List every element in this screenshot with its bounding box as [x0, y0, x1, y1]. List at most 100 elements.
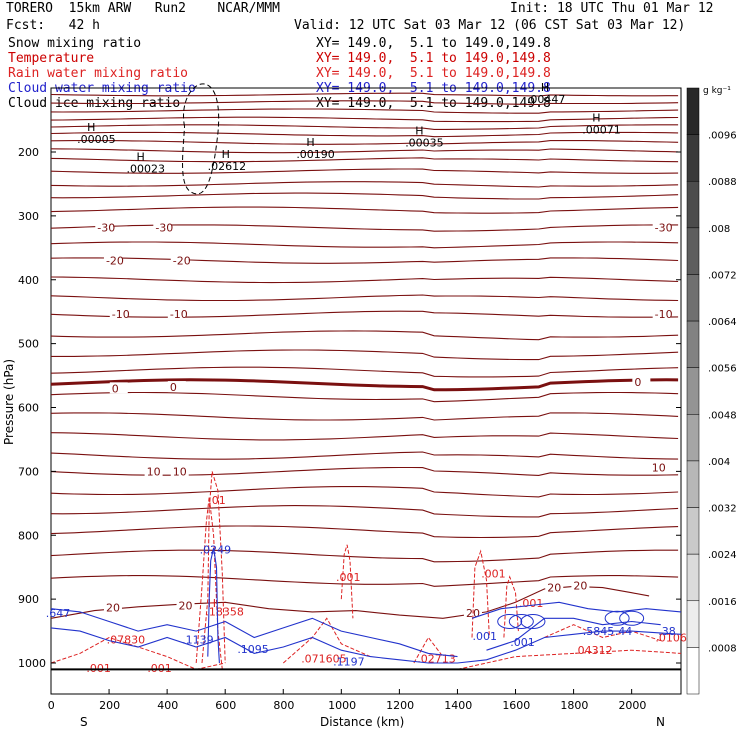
colorbar-bin: [686, 647, 700, 695]
rain-label: .07830: [107, 633, 146, 646]
isotherm: [50, 432, 679, 441]
isotherm: [50, 549, 679, 563]
colorbar-tick-label: .0024: [708, 550, 737, 561]
colorbar-tick-label: .0048: [708, 410, 737, 421]
rain-label: .18358: [205, 605, 244, 618]
isotherm: [50, 124, 679, 130]
cloud-water-contour: [486, 617, 661, 651]
x-tick-label: 1000: [328, 699, 356, 712]
isotherm-label: -30: [97, 221, 115, 234]
x-axis-label: Distance (km): [320, 715, 404, 729]
rain-label: .071605: [301, 653, 347, 666]
colorbar-tick-label: .008: [708, 224, 730, 235]
isotherm-label: 20: [106, 601, 120, 614]
isotherm-label: -30: [655, 221, 673, 234]
isotherm: [50, 116, 679, 123]
ice-max-label: .02612: [208, 160, 247, 173]
x-tick-label: 1600: [502, 699, 530, 712]
rain-contour: [503, 575, 519, 638]
colorbar-tick-label: .0088: [708, 177, 737, 188]
isotherm-label: 10: [173, 465, 187, 478]
isotherm-label-bg: [109, 308, 128, 320]
y-tick-label: 600: [18, 402, 39, 415]
colorbar-bin: [686, 227, 700, 275]
isotherm-label-bg: [652, 221, 671, 233]
isotherm-label: -10: [655, 308, 673, 321]
isotherm-label: -30: [155, 221, 173, 234]
isotherm: [50, 486, 679, 498]
cloud-label: .38: [658, 625, 676, 638]
snow-max-label: .00071: [582, 124, 621, 137]
colorbar-bin: [686, 320, 700, 368]
isotherm: [50, 100, 679, 106]
south-label: S: [80, 715, 88, 729]
snow-max-label: .00005: [77, 133, 116, 146]
isotherm: [50, 181, 679, 188]
isotherm-label-bg: [167, 308, 186, 320]
y-tick-label: 300: [18, 210, 39, 223]
cloud-label: .001: [472, 630, 497, 643]
model-title: TORERO 15km ARW Run2 NCAR/MMM: [6, 1, 280, 16]
x-tick-label: 0: [48, 699, 55, 712]
isotherm: [50, 192, 679, 200]
isotherm-label-bg: [632, 375, 651, 387]
rain-label: .001: [336, 571, 361, 584]
isotherm: [50, 224, 679, 232]
x-tick-label: 200: [99, 699, 120, 712]
isotherm: [50, 157, 679, 163]
isotherm-label: -10: [170, 308, 188, 321]
legend-snow: Snow mixing ratio: [8, 36, 142, 51]
cloud-label: .647: [46, 607, 71, 620]
colorbar-tick-label: .0056: [708, 364, 737, 375]
isotherm: [50, 391, 679, 403]
isotherm-label-bg: [144, 465, 163, 477]
colorbar-tick-label: .0096: [708, 131, 737, 142]
valid-time: Valid: 12 UTC Sat 03 Mar 12 (06 CST Sat …: [294, 18, 686, 33]
isotherm-label: 0: [634, 376, 641, 389]
colorbar-bin: [686, 553, 700, 602]
isotherm-label: -20: [173, 255, 191, 268]
rain-contour: [201, 471, 226, 664]
isotherm: [50, 241, 679, 249]
isotherm: [50, 276, 679, 284]
legend-snow-xy: XY= 149.0, 5.1 to 149.0,149.8: [316, 36, 551, 51]
isotherm-label-bg: [109, 382, 128, 394]
snow-max-h: H: [87, 121, 95, 134]
rain-label: .001: [519, 597, 544, 610]
isotherm: [50, 378, 679, 392]
snow-max-label: .00035: [405, 136, 444, 149]
y-axis-label: Pressure (hPa): [2, 359, 16, 445]
colorbar-bin: [686, 414, 700, 462]
cloud-water-contour: [50, 608, 458, 658]
x-tick-label: 1800: [560, 699, 588, 712]
cloud-label: .1197: [333, 656, 365, 669]
legend-cloud-ice-xy: XY= 149.0, 5.1 to 149.0,149.8: [316, 96, 551, 111]
isotherm-label: 10: [652, 462, 666, 475]
isotherm-label: 20: [547, 582, 561, 595]
legend-temperature-xy: XY= 149.0, 5.1 to 149.0,149.8: [316, 51, 551, 66]
isotherm-label: 10: [147, 465, 161, 478]
cloud-water-contour: [50, 627, 682, 664]
colorbar-tick-label: .0008: [708, 643, 737, 654]
snow-max-label: .00190: [296, 148, 335, 161]
isotherm-label-bg: [103, 601, 122, 613]
isotherm-label-bg: [153, 221, 172, 233]
isotherm: [50, 131, 679, 138]
rain-contour: [544, 624, 661, 642]
cloud-water-cell: [520, 613, 546, 629]
rain-contour: [457, 649, 682, 670]
cloud-water-contour: [471, 601, 682, 619]
isotherm-label-bg: [571, 579, 590, 591]
legend-rain-xy: XY= 149.0, 5.1 to 149.0,149.8: [316, 66, 551, 81]
cloud-water-contour: [207, 547, 220, 664]
isotherm: [50, 310, 679, 318]
x-tick-label: 1200: [386, 699, 414, 712]
isotherm: [50, 366, 679, 378]
isotherm: [50, 148, 679, 154]
rain-label: .04312: [574, 644, 613, 657]
isotherm-label-bg: [103, 254, 122, 266]
ice-max-label: .00447: [527, 93, 566, 106]
isotherm-label: 20: [573, 580, 587, 593]
isotherm-label-bg: [649, 461, 668, 473]
isotherm: [50, 92, 679, 97]
